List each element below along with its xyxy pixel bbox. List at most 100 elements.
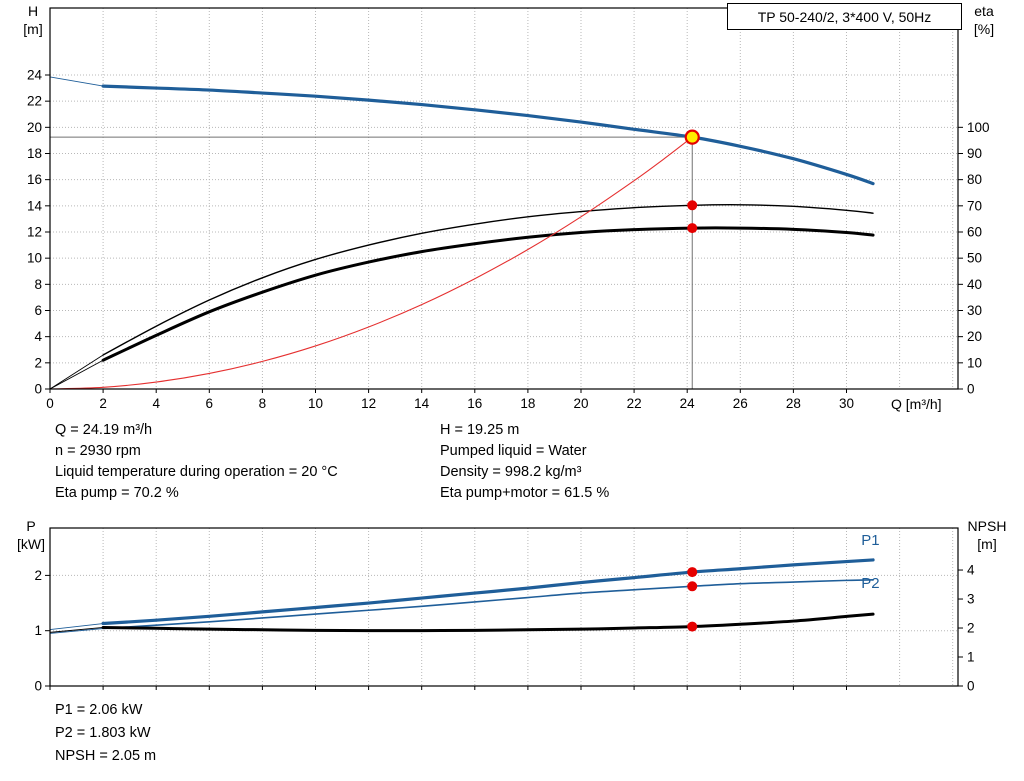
x-tick-label: 18 (520, 396, 535, 411)
info-head: H = 19.25 m (440, 422, 520, 438)
eta-pump-motor-curve (101, 226, 875, 362)
left-tick-label: 24 (27, 67, 43, 82)
x-tick-label: 22 (627, 396, 642, 411)
info-pumped-liquid: Pumped liquid = Water (440, 443, 587, 459)
x-tick-label: 12 (361, 396, 376, 411)
head-curve-lead (49, 76, 104, 87)
x-tick-label: 24 (680, 396, 696, 411)
right-tick-label: 4 (967, 563, 975, 578)
left-tick-label: 0 (34, 382, 42, 397)
power-npsh-chart: 0 1 2 0 1 2 3 4 P1 P2 (34, 527, 975, 694)
power-axis-title: P [kW] (8, 517, 54, 553)
npsh-point-marker (687, 621, 698, 632)
flow-axis-title: Q [m³/h] (891, 396, 942, 412)
right-tick-label: 2 (967, 621, 975, 636)
right-tick-label: 40 (967, 277, 982, 292)
info-liquid-temperature: Liquid temperature during operation = 20… (55, 464, 338, 480)
x-tick-label: 30 (839, 396, 854, 411)
system-curve (49, 136, 693, 390)
duty-point-marker (684, 129, 700, 145)
info-npsh: NPSH = 2.05 m (55, 748, 157, 764)
npsh-axis-title-line2: [m] (977, 536, 997, 552)
x-tick-label: 8 (259, 396, 267, 411)
left-tick-label: 16 (27, 172, 42, 187)
info-density: Density = 998.2 kg/m³ (440, 464, 582, 480)
p1-curve-lead (49, 623, 104, 631)
x-tick-label: 16 (467, 396, 482, 411)
npsh-axis-title: NPSH [m] (958, 517, 1016, 553)
x-tick-label: 10 (308, 396, 323, 411)
eta-axis-title-line2: [%] (973, 21, 995, 37)
right-tick-label: 90 (967, 146, 982, 161)
info-eta-pump-motor: Eta pump+motor = 61.5 % (440, 485, 610, 501)
power-axis-title-line2: [kW] (17, 536, 45, 552)
p1-curve (101, 558, 875, 626)
info-p2: P2 = 1.803 kW (55, 725, 151, 741)
x-tick-label: 4 (152, 396, 160, 411)
head-curve (101, 84, 875, 186)
info-speed: n = 2930 rpm (55, 443, 141, 459)
pump-model-title: TP 50-240/2, 3*400 V, 50Hz (727, 3, 962, 30)
head-axis-title-line2: [m] (23, 21, 43, 37)
p1-point-marker (687, 567, 698, 578)
right-tick-label: 0 (967, 382, 975, 397)
x-tick-label: 28 (786, 396, 801, 411)
right-tick-label: 80 (967, 172, 982, 187)
right-tick-label: 10 (967, 355, 982, 370)
duty-info-right: H = 19.25 m Pumped liquid = Water Densit… (440, 420, 609, 504)
right-tick-label: 30 (967, 303, 982, 318)
right-tick-label: 20 (967, 329, 982, 344)
x-tick-label: 20 (573, 396, 588, 411)
left-tick-label: 2 (34, 355, 42, 370)
right-tick-label: 1 (967, 650, 975, 665)
npsh-curve (101, 612, 875, 633)
p2-curve (102, 579, 874, 630)
info-flow: Q = 24.19 m³/h (55, 422, 153, 438)
eta-axis-title-line1: eta (974, 3, 994, 19)
info-p1: P1 = 2.06 kW (55, 702, 143, 718)
left-tick-label: 2 (34, 568, 42, 583)
x-tick-label: 26 (733, 396, 748, 411)
right-tick-label: 60 (967, 224, 982, 239)
right-tick-label: 50 (967, 251, 982, 266)
left-tick-label: 14 (27, 198, 43, 213)
head-axis-title-line1: H (27, 3, 39, 19)
left-tick-label: 4 (34, 329, 42, 344)
eta-pump-curve-lead (49, 354, 104, 390)
p2-curve-lead (49, 628, 104, 634)
right-tick-label: 100 (967, 120, 990, 135)
x-tick-label: 0 (46, 396, 54, 411)
left-tick-label: 12 (27, 224, 42, 239)
left-tick-label: 20 (27, 120, 42, 135)
info-eta-pump: Eta pump = 70.2 % (55, 485, 179, 501)
left-tick-label: 18 (27, 146, 42, 161)
npsh-axis-title-line1: NPSH (967, 518, 1007, 534)
plot-frame (49, 527, 959, 687)
eta-pump-motor-curve-lead (49, 359, 104, 390)
eta-pump-motor-point-marker (687, 223, 698, 234)
x-tick-label: 14 (414, 396, 430, 411)
head-eta-chart: 0 2 4 6 8 10 12 14 16 18 20 22 24 26 28 300246810121416… (27, 7, 990, 411)
right-tick-label: 70 (967, 198, 982, 213)
left-tick-label: 0 (34, 679, 42, 694)
p2-point-marker (687, 581, 698, 592)
left-tick-label: 6 (34, 303, 42, 318)
eta-pump-point-marker (687, 200, 698, 211)
duty-info-left: Q = 24.19 m³/h n = 2930 rpm Liquid tempe… (55, 420, 338, 504)
x-tick-label: 2 (99, 396, 107, 411)
eta-pump-curve (102, 204, 874, 356)
eta-axis-title: eta [%] (962, 2, 1006, 38)
right-tick-label: 0 (967, 679, 975, 694)
npsh-curve-lead (49, 626, 104, 633)
curve-label-p1: P1 (861, 532, 879, 549)
left-tick-label: 8 (34, 277, 42, 292)
head-axis-title: H [m] (12, 2, 54, 38)
left-tick-label: 10 (27, 251, 42, 266)
curve-label-p2: P2 (861, 575, 879, 592)
power-info: P1 = 2.06 kW P2 = 1.803 kW NPSH = 2.05 m (55, 699, 156, 768)
left-tick-label: 22 (27, 94, 42, 109)
power-axis-title-line1: P (26, 518, 36, 534)
left-tick-label: 1 (34, 623, 42, 638)
x-tick-label: 6 (206, 396, 214, 411)
